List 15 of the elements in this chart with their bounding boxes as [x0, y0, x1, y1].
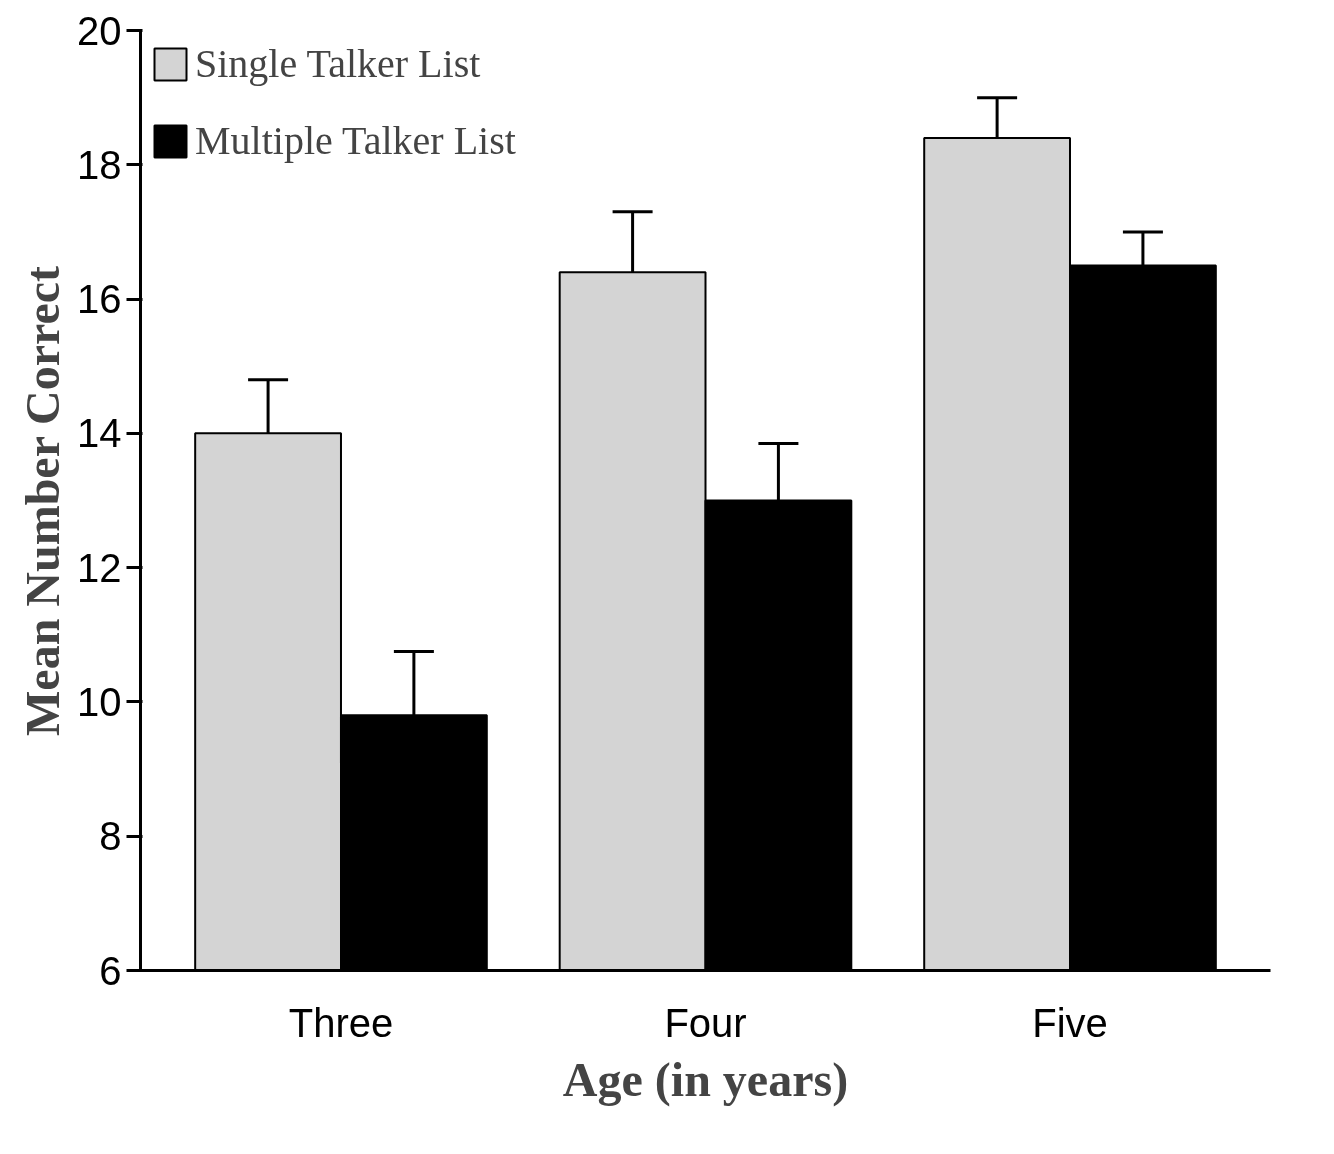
y-tick-label: 8 — [99, 814, 122, 859]
x-axis-title: Age (in years) — [562, 1052, 849, 1107]
y-tick-label: 10 — [77, 679, 122, 724]
x-tick-label: Three — [288, 1000, 394, 1045]
y-tick-label: 6 — [99, 948, 122, 993]
y-tick-label: 20 — [77, 8, 122, 53]
y-tick-label: 14 — [77, 411, 122, 456]
y-axis-title: Mean Number Correct — [16, 265, 70, 736]
y-tick-label: 16 — [77, 277, 122, 322]
legend-label: Multiple Talker List — [195, 117, 516, 164]
y-tick-label: 18 — [77, 142, 122, 187]
legend-label: Single Talker List — [195, 40, 481, 87]
y-tick-label: 12 — [77, 545, 122, 590]
x-tick-label: Four — [664, 1000, 747, 1045]
x-tick-label: Five — [1032, 1000, 1108, 1045]
